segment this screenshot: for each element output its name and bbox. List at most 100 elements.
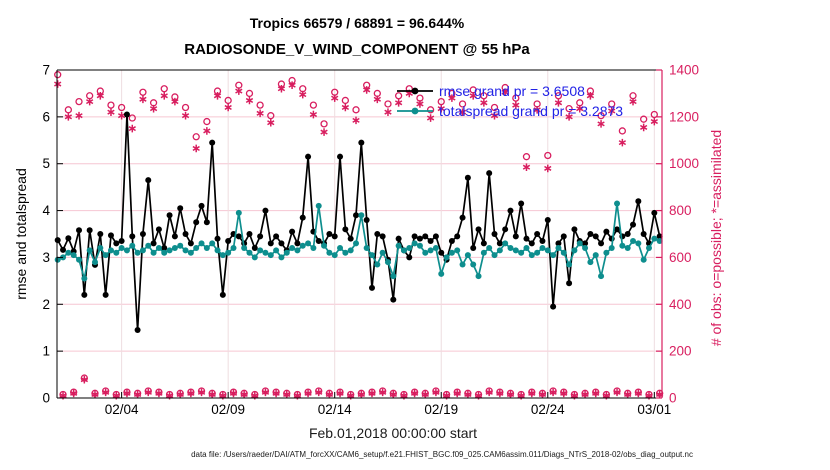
assimilated-obs-marker (560, 389, 568, 398)
rmse-marker (246, 231, 253, 237)
totalspread-marker (326, 249, 333, 256)
possible-obs-marker (203, 117, 211, 126)
totalspread-marker (603, 249, 610, 256)
rmse-marker (273, 233, 280, 240)
assimilated-obs-marker (240, 390, 248, 399)
totalspread-marker (518, 249, 525, 256)
totalspread-marker (102, 252, 109, 259)
rmse-marker (582, 240, 589, 247)
rmse-marker (390, 296, 397, 303)
totalspread-marker (310, 245, 317, 252)
assimilated-obs-marker (91, 390, 99, 399)
right-tick-label: 400 (669, 297, 692, 312)
possible-obs-marker (160, 85, 168, 93)
rmse-marker (592, 233, 599, 240)
assimilated-obs-marker (363, 86, 371, 94)
rmse-marker (406, 254, 413, 261)
assimilated-obs-marker (101, 388, 110, 397)
rmse-marker (566, 280, 573, 287)
rmse-marker (374, 231, 381, 237)
assimilated-obs-marker (533, 106, 541, 114)
rmse-marker (448, 238, 455, 245)
assimilated-obs-marker (315, 388, 323, 397)
rmse-marker (422, 233, 429, 240)
rmse-marker (315, 238, 322, 245)
rmse-marker (113, 240, 120, 247)
left-tick-label: 3 (42, 250, 50, 265)
rmse-marker (219, 291, 226, 298)
possible-obs-marker (597, 112, 605, 120)
rmse-marker (289, 228, 296, 235)
totalspread-marker (645, 245, 652, 252)
totalspread-marker (619, 242, 626, 249)
totalspread-marker (390, 273, 397, 280)
assimilated-obs-marker (597, 120, 605, 128)
totalspread-marker (640, 256, 647, 263)
assimilated-obs-marker (378, 388, 387, 397)
totalspread-marker (289, 245, 296, 252)
assimilated-obs-marker (592, 389, 600, 398)
right-tick-label: 0 (669, 391, 677, 406)
rmse-marker (598, 240, 605, 247)
totalspread-marker (432, 245, 439, 252)
assimilated-obs-marker (85, 97, 94, 106)
possible-obs-marker (245, 89, 254, 98)
rmse-marker (331, 233, 338, 240)
possible-obs-marker (554, 92, 563, 100)
totalspread-marker (198, 240, 205, 247)
rmse-marker (139, 231, 146, 237)
assimilated-obs-marker (117, 111, 126, 120)
rmse-marker (560, 233, 567, 240)
possible-obs-marker (458, 100, 467, 108)
totalspread-marker (582, 245, 589, 252)
rmse-marker (235, 233, 242, 240)
totalspread-marker (262, 249, 269, 256)
right-tick-label: 800 (669, 203, 692, 218)
rmse-marker (177, 205, 184, 212)
totalspread-marker (614, 200, 621, 207)
assimilated-obs-marker (437, 104, 445, 113)
assimilated-obs-marker (267, 118, 275, 127)
x-tick-label: 02/24 (531, 402, 565, 417)
assimilated-obs-marker (128, 124, 136, 133)
totalspread-marker (273, 247, 280, 254)
totalspread-marker (235, 209, 242, 216)
rmse-marker (123, 111, 130, 118)
assimilated-obs-marker (139, 95, 147, 104)
rmse-marker (624, 231, 631, 237)
totalspread-marker (448, 249, 455, 256)
totalspread-marker (400, 247, 407, 254)
assimilated-obs-marker (464, 390, 472, 399)
assimilated-obs-marker (629, 97, 637, 106)
assimilated-obs-marker (149, 104, 158, 113)
rmse-marker (193, 219, 200, 226)
rmse-marker (60, 246, 67, 253)
rmse-marker (486, 170, 493, 177)
possible-obs-marker (640, 115, 648, 123)
totalspread-marker (342, 249, 349, 256)
possible-obs-marker (544, 151, 552, 160)
rmse-marker (656, 233, 663, 240)
assimilated-obs-marker (522, 163, 531, 172)
totalspread-marker (241, 245, 248, 252)
x-tick-label: 03/01 (637, 402, 671, 417)
totalspread-marker (491, 252, 498, 259)
rmse-marker (187, 240, 194, 247)
possible-obs-marker (490, 103, 499, 112)
possible-obs-marker (181, 103, 190, 112)
rmse-marker (518, 200, 525, 207)
assimilated-obs-marker (272, 389, 280, 398)
totalspread-marker (651, 235, 658, 242)
totalspread-marker (209, 240, 216, 247)
assimilated-obs-marker (224, 103, 232, 112)
assimilated-obs-marker (634, 389, 643, 398)
assimilated-obs-marker (171, 97, 179, 106)
rmse-marker (512, 233, 519, 240)
rmse-marker (475, 226, 482, 233)
totalspread-marker (523, 245, 530, 252)
rmse-marker (326, 231, 333, 237)
rmse-marker (368, 284, 375, 291)
totalspread-marker (337, 245, 344, 252)
rmse-marker (118, 238, 125, 245)
totalspread-marker (454, 247, 461, 254)
